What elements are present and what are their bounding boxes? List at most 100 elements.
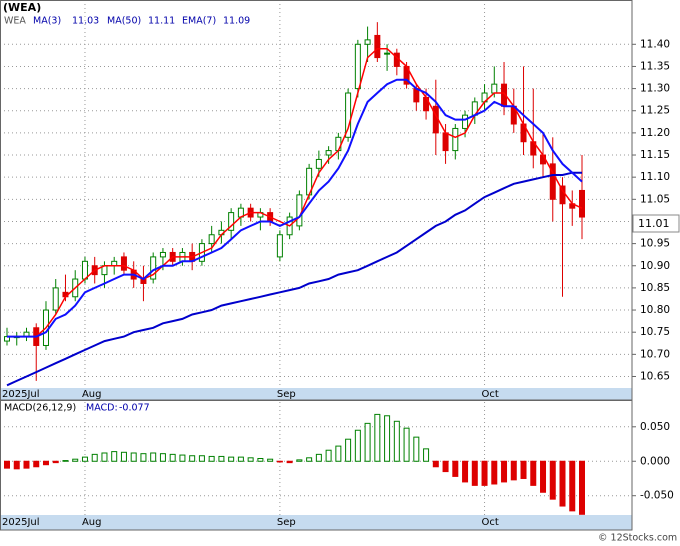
macd-bar [393,420,400,462]
macd-bar [247,457,254,462]
macd-bar [296,459,303,462]
y-tick-label: 0.000 [640,455,670,467]
macd-bar [120,451,127,462]
legend-value: 11.09 [223,16,250,27]
macd-bar [23,460,30,469]
macd-bar [540,460,547,493]
macd-bar [189,455,196,462]
price-label: 11.01 [638,217,670,230]
candle-body [208,234,215,245]
ma-line [7,78,583,338]
candle-body [354,43,361,90]
candle-body [364,39,371,45]
candle-body [345,92,352,138]
macd-bar [276,460,283,463]
x-tick-label: Oct [482,517,499,528]
candle-body [491,83,498,94]
x-tick-label: Aug [82,517,102,528]
macd-bar [491,460,498,485]
x-tick-label: Aug [82,389,102,400]
macd-bar [413,436,420,462]
macd-bar [159,453,166,462]
macd-bar [501,460,508,483]
macd-bar [423,448,430,462]
macd-bar [403,427,410,462]
candle-body [452,127,459,152]
y-tick-label: 11.10 [640,171,670,183]
y-tick-label: 11.05 [640,193,670,205]
candle-body [120,256,127,271]
macd-value: -0.077 [119,403,150,414]
plot-layer: 10.6510.7010.7510.8010.8510.9010.9511.00… [0,0,674,528]
macd-bar [354,429,361,462]
macd-bar [306,457,313,462]
candle-body [276,234,283,258]
legend-name: MA(3) [33,16,61,27]
macd-bar [52,460,59,464]
macd-bar [364,422,371,462]
macd-bar [33,460,40,468]
date-band [0,388,632,400]
macd-bar [462,460,469,483]
x-tick-label: Sep [277,517,296,528]
x-tick-label: Sep [277,389,296,400]
x-tick-label: Oct [482,389,499,400]
macd-title: MACD(26,12,9) [4,403,76,414]
candle-body [462,114,469,129]
chart-title: (WEA) [3,1,41,14]
candle-body [52,287,59,311]
candle-body [413,88,420,103]
macd-bar [520,460,527,479]
y-tick-label: 11.20 [640,127,670,139]
candle-body [150,256,157,280]
macd-bar [237,456,244,462]
y-tick-label: 10.65 [640,370,670,382]
candle-body [228,212,235,231]
legend-value: 11.11 [148,16,175,27]
macd-bar [569,460,576,512]
macd-bar [559,460,566,507]
legend-name: MA(50) [107,16,141,27]
macd-bar [384,415,391,462]
candle-body [549,163,556,200]
y-tick-label: 10.90 [640,260,670,272]
date-band [0,515,632,530]
candle-body [315,158,322,169]
macd-bar [130,452,137,462]
legend-name: EMA(7) [182,16,216,27]
y-tick-label: 11.25 [640,105,670,117]
macd-bar [91,453,98,462]
macd-bar [530,460,537,486]
y-tick-label: -0.050 [640,490,674,502]
macd-bar [62,460,69,462]
macd-bar [4,460,10,469]
macd-bar [374,413,381,462]
candle-body [325,150,332,156]
y-tick-label: 0.050 [640,421,670,433]
ma-line [6,171,582,387]
footer: © 12Stocks.com [598,533,677,544]
macd-bar [579,460,585,515]
macd-bar [549,460,556,500]
price-box [632,214,680,233]
candle-body [81,260,88,280]
macd-bar [111,451,118,462]
candle-body [579,189,585,218]
legend-symbol: WEA [4,16,26,27]
macd-bar [42,460,49,466]
legend-value: 11.03 [72,16,99,27]
candle-body [442,132,449,152]
y-tick-label: 10.75 [640,326,670,338]
macd-bar [325,449,332,462]
macd-bar [101,452,108,462]
y-tick-label: 10.85 [640,282,670,294]
macd-bar [452,460,459,477]
candle-body [296,194,303,227]
y-tick-label: 11.15 [640,149,670,161]
x-tick-label: 2025Jul [2,389,40,400]
y-tick-label: 10.70 [640,348,670,360]
macd-bar [13,460,20,470]
macd-bar [140,453,147,462]
candle-body [335,136,342,152]
